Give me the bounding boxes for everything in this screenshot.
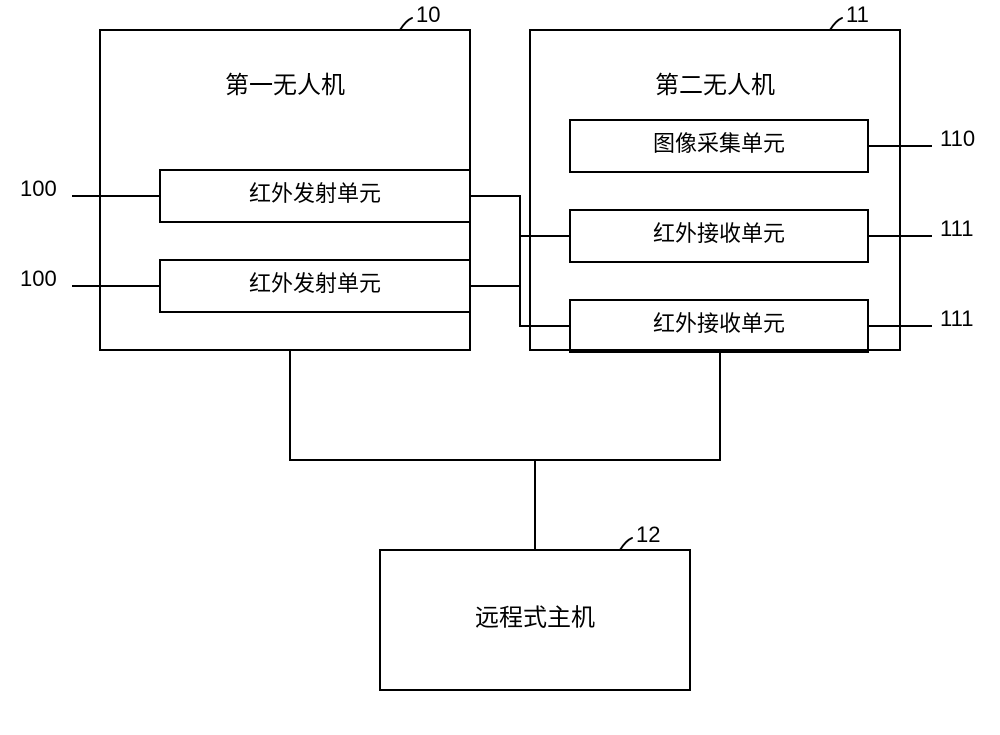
- ref-label-11: 11: [846, 2, 869, 27]
- ref-label-12: 12: [636, 522, 660, 547]
- ref-label-111b: 111: [940, 306, 973, 331]
- ref-label-111a: 111: [940, 216, 973, 241]
- remote-host-label: 远程式主机: [475, 605, 595, 632]
- ref-label-110: 110: [940, 126, 975, 151]
- ir-emitter-1-label: 红外发射单元: [249, 181, 381, 206]
- ir-emitter-2-label: 红外发射单元: [249, 271, 381, 296]
- block-diagram: 第一无人机 10 第二无人机 11 红外发射单元 100 红外发射单元 100 …: [0, 0, 1000, 735]
- image-acq-label: 图像采集单元: [653, 131, 785, 156]
- ref-label-10: 10: [416, 2, 440, 27]
- drone1-title: 第一无人机: [225, 72, 345, 99]
- ir-receiver-2-label: 红外接收单元: [653, 311, 785, 336]
- drone2-title: 第二无人机: [655, 72, 775, 99]
- ir-receiver-1-label: 红外接收单元: [653, 221, 785, 246]
- ref-label-100a: 100: [20, 176, 57, 201]
- ref-label-100b: 100: [20, 266, 57, 291]
